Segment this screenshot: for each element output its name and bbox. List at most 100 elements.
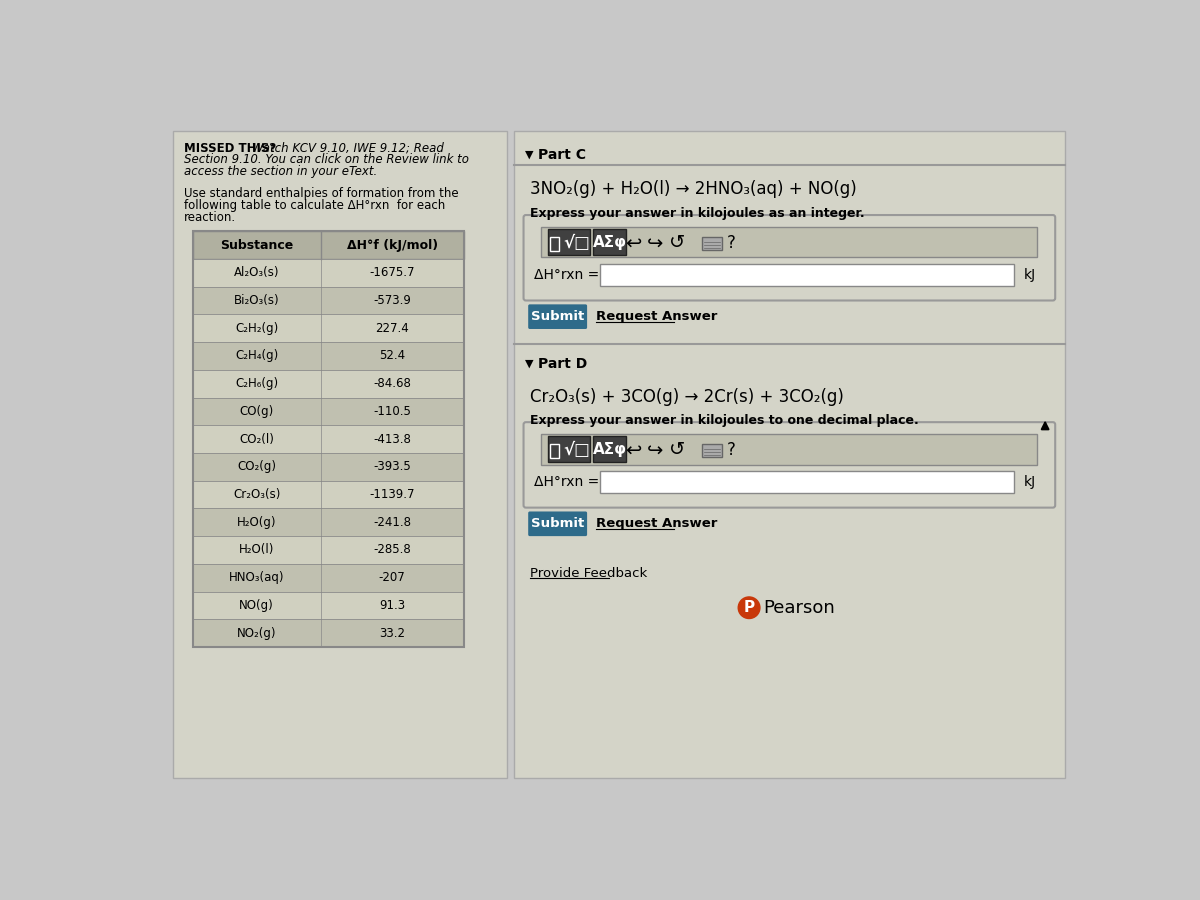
Text: Al₂O₃(s): Al₂O₃(s) — [234, 266, 280, 279]
Text: -110.5: -110.5 — [373, 405, 412, 418]
Text: Provide Feedback: Provide Feedback — [529, 567, 647, 580]
Text: -413.8: -413.8 — [373, 433, 412, 446]
Text: √□: √□ — [563, 441, 590, 459]
Text: Section 9.10. You can click on the Review link to: Section 9.10. You can click on the Revie… — [184, 153, 469, 166]
Text: HNO₃(aq): HNO₃(aq) — [229, 572, 284, 584]
Text: CO₂(g): CO₂(g) — [238, 460, 276, 473]
Bar — [702, 445, 722, 457]
Bar — [193, 342, 464, 370]
Text: Express your answer in kilojoules to one decimal place.: Express your answer in kilojoules to one… — [529, 414, 918, 427]
Bar — [193, 563, 464, 591]
Text: kJ: kJ — [1024, 475, 1036, 490]
Text: ▼: ▼ — [526, 149, 534, 159]
Bar — [193, 370, 464, 398]
Text: ↪: ↪ — [647, 233, 664, 252]
Text: H₂O(l): H₂O(l) — [239, 544, 275, 556]
Text: -1139.7: -1139.7 — [370, 488, 415, 501]
Text: ΔH°rxn =: ΔH°rxn = — [534, 475, 599, 490]
Text: H₂O(g): H₂O(g) — [236, 516, 276, 529]
Text: C₂H₂(g): C₂H₂(g) — [235, 321, 278, 335]
Text: Submit: Submit — [532, 310, 584, 323]
Text: -241.8: -241.8 — [373, 516, 412, 529]
Bar — [600, 472, 1014, 493]
Bar — [173, 131, 506, 778]
Bar — [193, 481, 464, 508]
FancyBboxPatch shape — [528, 304, 587, 329]
FancyBboxPatch shape — [523, 422, 1055, 508]
Text: kJ: kJ — [1024, 268, 1036, 282]
Text: Submit: Submit — [532, 518, 584, 530]
Text: P: P — [744, 600, 755, 616]
Text: Pearson: Pearson — [763, 598, 835, 616]
Text: -573.9: -573.9 — [373, 294, 412, 307]
Text: ΔH°rxn =: ΔH°rxn = — [534, 268, 599, 282]
Text: -84.68: -84.68 — [373, 377, 412, 391]
Text: -285.8: -285.8 — [373, 544, 412, 556]
Bar — [541, 227, 1037, 257]
Bar — [193, 231, 464, 259]
Bar — [193, 425, 464, 453]
Bar — [547, 229, 590, 255]
Text: -207: -207 — [379, 572, 406, 584]
Bar — [702, 238, 722, 249]
Text: Request Answer: Request Answer — [596, 518, 718, 530]
Text: -1675.7: -1675.7 — [370, 266, 415, 279]
Text: Express your answer in kilojoules as an integer.: Express your answer in kilojoules as an … — [529, 207, 864, 220]
Text: Part D: Part D — [538, 356, 587, 371]
Bar — [541, 434, 1037, 464]
Text: ↺: ↺ — [668, 440, 685, 459]
Text: 3NO₂(g) + H₂O(l) → 2HNO₃(aq) + NO(g): 3NO₂(g) + H₂O(l) → 2HNO₃(aq) + NO(g) — [529, 180, 857, 198]
Text: ↩: ↩ — [625, 440, 642, 459]
Circle shape — [738, 597, 760, 618]
Bar — [193, 536, 464, 563]
Text: Cr₂O₃(s): Cr₂O₃(s) — [233, 488, 281, 501]
Text: -393.5: -393.5 — [373, 460, 412, 473]
Bar — [193, 231, 464, 647]
Bar — [193, 508, 464, 536]
Bar — [193, 314, 464, 342]
Text: ΔH°f (kJ/mol): ΔH°f (kJ/mol) — [347, 238, 438, 252]
Bar — [193, 398, 464, 425]
Text: C₂H₆(g): C₂H₆(g) — [235, 377, 278, 391]
Text: Cr₂O₃(s) + 3CO(g) → 2Cr(s) + 3CO₂(g): Cr₂O₃(s) + 3CO(g) → 2Cr(s) + 3CO₂(g) — [529, 388, 844, 406]
Text: 33.2: 33.2 — [379, 626, 406, 640]
FancyBboxPatch shape — [523, 215, 1055, 301]
Text: Watch KCV 9.10, IWE 9.12; Read: Watch KCV 9.10, IWE 9.12; Read — [247, 142, 444, 155]
Bar — [193, 259, 464, 286]
Text: Part C: Part C — [538, 148, 586, 162]
Text: AΣφ: AΣφ — [593, 235, 626, 250]
Text: 52.4: 52.4 — [379, 349, 406, 363]
Text: ↺: ↺ — [668, 233, 685, 252]
Text: access the section in your eText.: access the section in your eText. — [184, 165, 377, 178]
Text: ?: ? — [727, 441, 736, 459]
Bar — [550, 238, 559, 251]
Text: following table to calculate ΔH°rxn  for each: following table to calculate ΔH°rxn for … — [184, 199, 445, 212]
FancyBboxPatch shape — [528, 511, 587, 536]
Bar — [600, 265, 1014, 286]
Bar — [193, 619, 464, 647]
Text: ▼: ▼ — [526, 358, 534, 368]
Text: ?: ? — [727, 234, 736, 252]
Text: ↩: ↩ — [625, 233, 642, 252]
Bar — [550, 445, 559, 458]
Text: CO(g): CO(g) — [240, 405, 274, 418]
Bar — [547, 436, 590, 463]
Text: reaction.: reaction. — [184, 212, 236, 224]
Text: Substance: Substance — [220, 238, 293, 252]
Text: NO₂(g): NO₂(g) — [236, 626, 276, 640]
Text: C₂H₄(g): C₂H₄(g) — [235, 349, 278, 363]
Bar — [593, 436, 626, 463]
Text: AΣφ: AΣφ — [593, 443, 626, 457]
Bar — [193, 286, 464, 314]
Text: CO₂(l): CO₂(l) — [239, 433, 274, 446]
Text: NO(g): NO(g) — [239, 598, 274, 612]
Bar — [193, 453, 464, 481]
Bar — [515, 131, 1064, 778]
Text: MISSED THIS?: MISSED THIS? — [184, 142, 276, 155]
Text: Request Answer: Request Answer — [596, 310, 718, 323]
Bar — [193, 591, 464, 619]
Text: ↪: ↪ — [647, 440, 664, 459]
Text: 227.4: 227.4 — [376, 321, 409, 335]
Text: 91.3: 91.3 — [379, 598, 406, 612]
Text: √□: √□ — [563, 234, 590, 252]
